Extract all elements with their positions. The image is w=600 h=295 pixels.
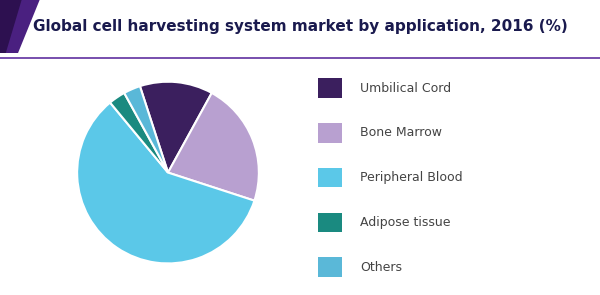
Polygon shape: [0, 0, 40, 53]
Wedge shape: [110, 93, 168, 173]
Bar: [318, 78, 342, 98]
Text: Peripheral Blood: Peripheral Blood: [360, 171, 463, 184]
Wedge shape: [77, 103, 254, 263]
Bar: [318, 257, 342, 277]
Bar: [318, 213, 342, 232]
Text: Global cell harvesting system market by application, 2016 (%): Global cell harvesting system market by …: [32, 19, 568, 34]
Wedge shape: [124, 86, 168, 173]
Bar: [318, 123, 342, 143]
Text: Others: Others: [360, 261, 402, 274]
Text: Bone Marrow: Bone Marrow: [360, 126, 442, 140]
Wedge shape: [140, 82, 212, 173]
Bar: [318, 168, 342, 188]
Polygon shape: [0, 0, 22, 53]
Text: Umbilical Cord: Umbilical Cord: [360, 82, 451, 95]
Wedge shape: [168, 93, 259, 201]
Text: Adipose tissue: Adipose tissue: [360, 216, 451, 229]
